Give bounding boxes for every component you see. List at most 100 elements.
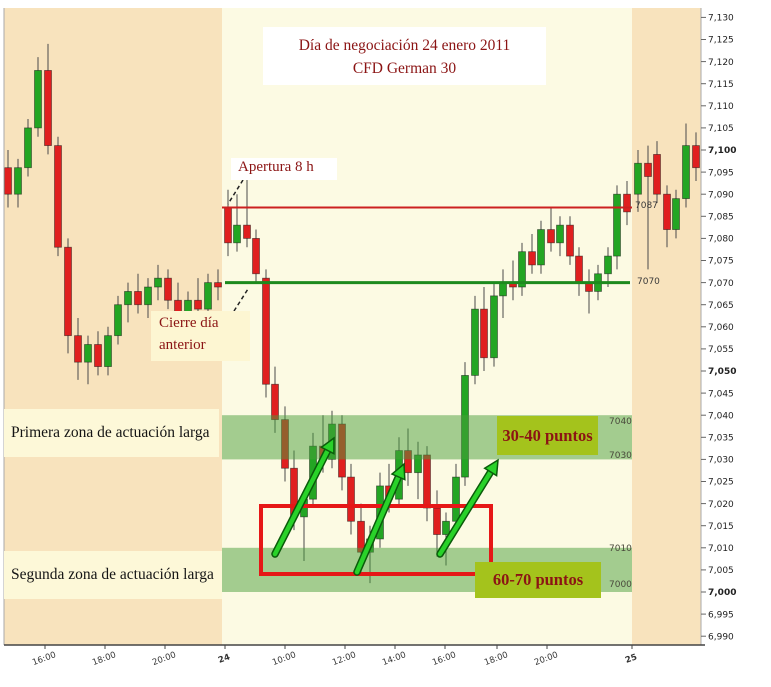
up-arrow-shaft <box>354 474 401 575</box>
candle-bearish <box>54 145 62 248</box>
x-axis-label: 20:00 <box>533 650 559 668</box>
y-axis-label: 7,070 <box>708 279 734 289</box>
y-axis-label: 6,990 <box>708 632 734 642</box>
candle-bearish <box>194 299 202 310</box>
up-arrow-shaft <box>272 448 330 557</box>
y-axis-label: 7,045 <box>708 389 734 399</box>
candle-bullish <box>537 229 545 266</box>
x-axis-label: 12:00 <box>331 650 357 668</box>
close-line-price-label: 7070 <box>637 277 660 287</box>
cierre-annotation: Cierre día anterior <box>151 311 250 361</box>
candle-bullish <box>154 277 162 288</box>
y-axis-label: 7,115 <box>708 80 734 90</box>
y-axis-label: 7,105 <box>708 124 734 134</box>
y-axis-label: 7,080 <box>708 235 734 245</box>
candle-bullish <box>114 304 122 337</box>
candle-bullish <box>452 476 460 522</box>
x-axis-label: 20:00 <box>151 650 177 668</box>
candle-bullish <box>442 520 450 535</box>
candle-bullish <box>34 70 42 129</box>
candle-bullish <box>24 127 32 169</box>
y-axis-label: 7,065 <box>708 301 734 311</box>
y-axis-label: 7,025 <box>708 478 734 488</box>
x-axis-label: 14:00 <box>381 650 407 668</box>
session-bg-day-24 <box>222 8 632 645</box>
candle-bearish <box>692 145 700 169</box>
candle-bearish <box>623 193 631 213</box>
apertura-annotation: Apertura 8 h <box>231 158 337 180</box>
open-line-price-label: 7087 <box>635 201 658 211</box>
y-axis-label: 7,055 <box>708 345 734 355</box>
up-arrow-shaft <box>437 469 493 557</box>
candle-bearish <box>262 277 270 385</box>
y-axis-label: 7,125 <box>708 36 734 46</box>
candle-bullish <box>471 308 479 376</box>
candle-bullish <box>84 344 92 363</box>
y-axis-label: 7,060 <box>708 323 734 333</box>
up-arrow-head <box>319 436 335 455</box>
session-bg-day-25 <box>632 8 701 645</box>
cierre-annotation-line1: Cierre día <box>159 315 219 331</box>
candle-bearish <box>214 282 222 288</box>
candle-bullish <box>144 286 152 306</box>
candle-bullish <box>490 295 498 359</box>
candle-bullish <box>499 282 507 297</box>
y-axis-label: 7,110 <box>708 102 734 112</box>
candle-bullish <box>204 282 212 310</box>
segunda-zona-label: Segunda zona de actuación larga <box>4 551 222 599</box>
y-axis-label: 7,020 <box>708 500 734 510</box>
candle-bearish <box>271 383 279 421</box>
candle-bearish <box>663 193 671 230</box>
candle-bullish <box>556 224 564 244</box>
zone1-bottom-price-label: 7030 <box>609 451 632 461</box>
candle-bearish <box>243 224 251 239</box>
y-axis-label: 7,015 <box>708 522 734 532</box>
candle-bearish <box>347 476 355 522</box>
annotation-connector <box>227 179 244 205</box>
chart-title-line1: Día de negociación 24 enero 2011 <box>298 37 511 54</box>
y-axis-label: 7,030 <box>708 456 734 466</box>
x-axis-label: 25 <box>624 652 639 665</box>
consolidation-rectangle <box>259 504 493 576</box>
x-axis-label: 16:00 <box>431 650 457 668</box>
candle-bearish <box>134 291 142 306</box>
x-axis-label: 16:00 <box>31 650 57 668</box>
candle-bearish <box>224 207 232 244</box>
candle-bearish <box>423 454 431 509</box>
candle-bearish <box>357 520 365 553</box>
candle-bullish <box>634 162 642 195</box>
primera-zona-label: Primera zona de actuación larga <box>4 409 219 457</box>
x-axis-label: 24 <box>217 652 232 665</box>
puntos-30-40-label: 30-40 puntos <box>497 416 598 455</box>
candle-bearish <box>528 251 536 266</box>
candle-bearish <box>74 335 82 363</box>
y-axis-label: 7,130 <box>708 14 734 24</box>
y-axis-label: 7,050 <box>708 367 736 377</box>
zone2-bottom-price-label: 7000 <box>609 580 632 590</box>
candle-bearish <box>4 167 12 195</box>
candle-bullish <box>104 335 112 367</box>
x-axis-label: 18:00 <box>91 650 117 668</box>
y-axis-label: 7,090 <box>708 190 734 200</box>
y-axis-label: 7,075 <box>708 257 734 267</box>
candle-bearish <box>44 70 52 146</box>
cierre-annotation-line2: anterior <box>159 336 206 353</box>
candle-bearish <box>252 237 260 275</box>
candle-bullish <box>672 198 680 230</box>
puntos-60-70-label: 60-70 puntos <box>475 562 601 598</box>
x-axis-label: 10:00 <box>271 650 297 668</box>
y-axis-label: 7,040 <box>708 411 734 421</box>
candle-bearish <box>653 154 661 195</box>
y-axis-label: 7,095 <box>708 168 734 178</box>
candle-bearish <box>566 224 574 257</box>
zone2-top-price-label: 7010 <box>609 544 632 554</box>
candle-bullish <box>604 255 612 275</box>
zone1-top-price-label: 7040 <box>609 417 632 427</box>
candle-bullish <box>233 224 241 244</box>
y-axis-label: 7,000 <box>708 588 736 598</box>
candle-bullish <box>613 193 621 257</box>
candle-bearish <box>64 246 72 337</box>
y-axis-label: 7,085 <box>708 213 734 223</box>
candle-bearish <box>547 229 555 244</box>
